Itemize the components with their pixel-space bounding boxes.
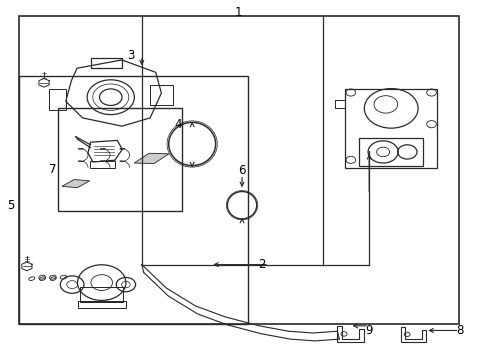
Bar <box>90 161 115 168</box>
Text: 4: 4 <box>174 118 182 131</box>
Text: 8: 8 <box>455 324 463 337</box>
Bar <box>345 89 436 168</box>
Text: 5: 5 <box>7 199 15 212</box>
Bar <box>358 138 423 166</box>
Bar <box>80 287 123 302</box>
Text: 9: 9 <box>365 324 372 337</box>
Polygon shape <box>134 153 169 163</box>
Text: 7: 7 <box>49 163 57 176</box>
Bar <box>58 108 182 211</box>
Bar <box>77 301 125 308</box>
Polygon shape <box>62 180 89 188</box>
Bar <box>19 16 458 324</box>
Text: 6: 6 <box>238 165 245 177</box>
Bar <box>19 76 248 324</box>
Text: 3: 3 <box>127 49 135 62</box>
Text: 1: 1 <box>234 6 242 19</box>
Bar <box>91 58 122 68</box>
Text: 2: 2 <box>258 258 265 271</box>
